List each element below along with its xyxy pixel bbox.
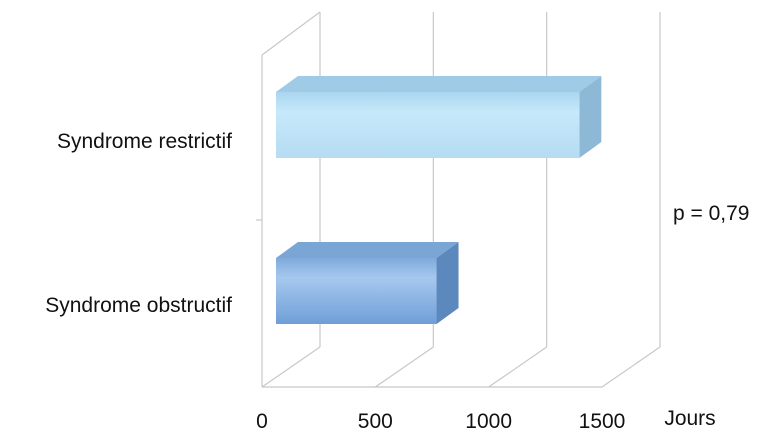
bar-top-face bbox=[276, 242, 459, 258]
gridline-floor bbox=[261, 346, 321, 388]
category-label: Syndrome restrictif bbox=[57, 130, 232, 153]
labels: Syndrome restrictif Syndrome obstructif 0 5… bbox=[45, 130, 749, 433]
bar-top-face bbox=[276, 76, 602, 92]
bar-front-face bbox=[276, 258, 437, 324]
gridline-floor bbox=[488, 346, 548, 388]
x-tick-label: 500 bbox=[358, 410, 393, 433]
x-tick-label: 1000 bbox=[465, 410, 512, 433]
bar-side-face bbox=[436, 242, 459, 324]
axis-wall-top bbox=[261, 11, 321, 56]
x-axis-label: Jours bbox=[664, 407, 715, 430]
bar-front-face bbox=[276, 92, 580, 158]
grid bbox=[256, 11, 661, 388]
bars bbox=[276, 76, 602, 324]
bar-side-face bbox=[579, 76, 602, 158]
category-label: Syndrome obstructif bbox=[45, 294, 232, 317]
gridline-floor bbox=[601, 346, 661, 388]
p-value-annotation: p = 0,79 bbox=[673, 202, 749, 225]
bar-0 bbox=[276, 76, 602, 158]
bar-1 bbox=[276, 242, 459, 324]
gridline-floor bbox=[374, 346, 434, 388]
x-tick-label: 1500 bbox=[579, 410, 626, 433]
x-tick-label: 0 bbox=[256, 410, 268, 433]
